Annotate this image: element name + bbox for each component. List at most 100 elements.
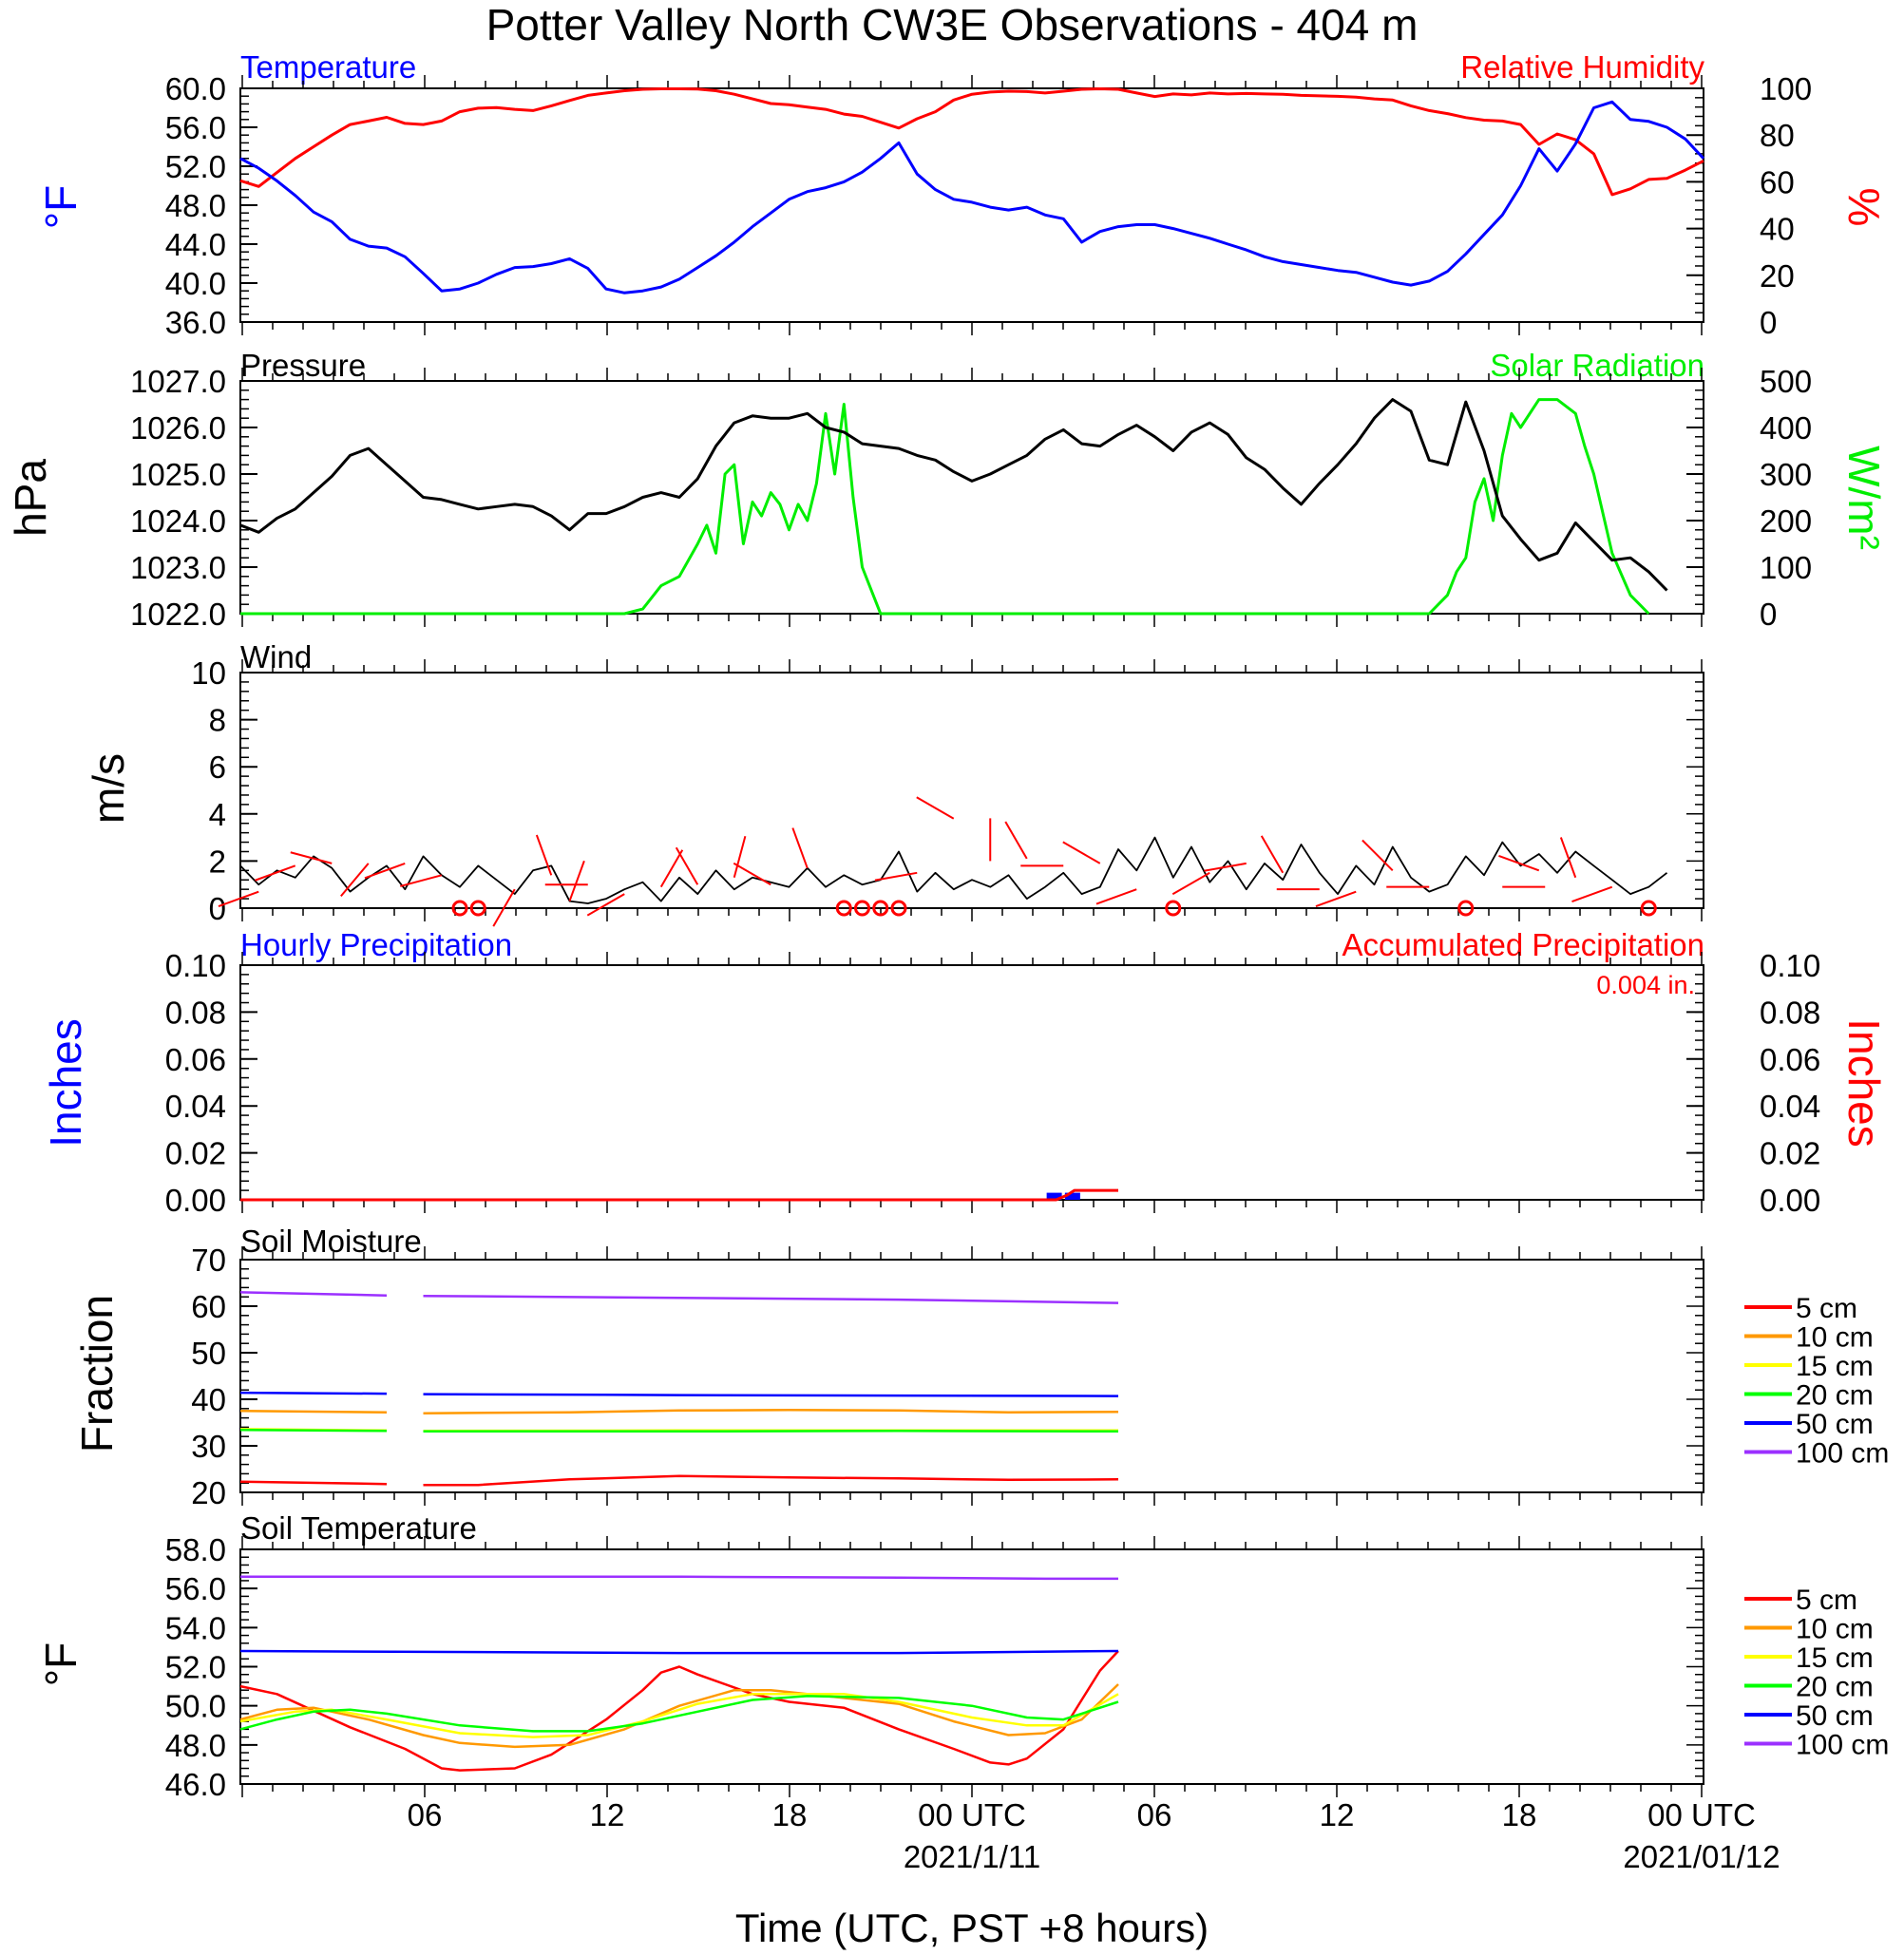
wind-barb: [1571, 885, 1613, 903]
wind-frame: [239, 672, 1704, 909]
soil-moisture-axis-label: Fraction: [72, 1295, 122, 1452]
soil_moisture-left-tick-label: 50: [191, 1336, 226, 1371]
pressure_solar-left-tick-label: 1025.0: [130, 457, 226, 492]
precipitation-frame: [239, 964, 1704, 1201]
x-tick-label: 18: [1502, 1797, 1537, 1832]
temp_rh-right-tick-label: 20: [1760, 258, 1795, 294]
soil_temp-left-tick-label: 46.0: [165, 1767, 226, 1802]
precip-left-tick-label: 0.08: [165, 995, 226, 1030]
wind-barb: [1171, 871, 1210, 896]
pressure_solar-right-tick-label: 500: [1760, 364, 1812, 399]
wind-left-tick-label: 6: [209, 750, 226, 785]
wind-barb: [255, 864, 296, 882]
temperature-line: [239, 100, 1705, 294]
wind-barb: [340, 863, 370, 897]
x-tick-label: 18: [772, 1797, 808, 1832]
pressure-axis-label: hPa: [6, 459, 55, 537]
precipitation-panel: Hourly Precipitation Accumulated Precipi…: [41, 927, 1889, 1201]
soil-temperature-line: [240, 1575, 1118, 1581]
precip-left-tick-label: 0.02: [165, 1136, 226, 1171]
soil_moisture-left-tick-label: 40: [191, 1382, 226, 1417]
soil-temperature-axis-label: °F: [36, 1642, 86, 1687]
wind-barb: [1260, 835, 1285, 874]
calm-wind-marker: [451, 900, 468, 917]
temp_rh-left-tick-label: 40.0: [165, 266, 226, 301]
pressure_solar-left-tick-label: 1027.0: [130, 364, 226, 399]
pressure-line: [239, 398, 1668, 592]
temp_rh-left-tick-label: 52.0: [165, 149, 226, 184]
solar-radiation-line: [240, 398, 1650, 616]
soil-temperature-panel: Soil Temperature °F: [36, 1510, 1704, 1785]
temp_rh-right-tick-label: 80: [1760, 118, 1795, 153]
wind-barb: [659, 849, 684, 888]
wind-barb: [733, 862, 771, 886]
x-tick-label: 06: [1137, 1797, 1172, 1832]
hourly-precip-axis-label: Inches: [41, 1018, 90, 1148]
temp_rh-left-tick-label: 60.0: [165, 71, 226, 106]
precip-left-tick-label: 0.00: [165, 1183, 226, 1218]
soil_temp-left-tick-label: 54.0: [165, 1610, 226, 1645]
wind-left-tick-label: 2: [209, 844, 226, 879]
wind-barb: [733, 836, 747, 879]
soil-temperature-line: [239, 1650, 1119, 1772]
soil-moisture-legend-label: 100 cm: [1796, 1438, 1889, 1470]
wind-barb: [1315, 890, 1357, 907]
precip-right-tick-label: 0.06: [1760, 1042, 1820, 1077]
wind-barb: [218, 890, 259, 907]
accum-precip-line: [240, 1188, 1118, 1202]
temp_rh-right-tick-label: 100: [1760, 71, 1812, 106]
soil-temperature-legend-label: 15 cm: [1796, 1642, 1874, 1674]
precip-right-tick-label: 0.08: [1760, 995, 1820, 1030]
soil_moisture-left-tick-label: 20: [191, 1475, 226, 1510]
temperature-humidity-frame: [239, 87, 1704, 323]
soil-moisture-line: [239, 1474, 1119, 1487]
axis-ticks: 60.056.052.048.044.040.036.0100806040200…: [130, 71, 1820, 1874]
soil-moisture-legend-label: 5 cm: [1796, 1293, 1857, 1324]
soil_temp-left-tick-label: 52.0: [165, 1650, 226, 1685]
precip-right-tick-label: 0.10: [1760, 948, 1820, 983]
calm-wind-marker: [1457, 900, 1475, 917]
soil_temp-left-tick-label: 48.0: [165, 1728, 226, 1763]
pressure_solar-right-tick-label: 100: [1760, 550, 1812, 585]
soil_temp-left-tick-label: 50.0: [165, 1689, 226, 1724]
calm-wind-marker: [469, 900, 486, 917]
wind-left-tick-label: 10: [191, 655, 226, 691]
wind-left-tick-label: 0: [209, 891, 226, 926]
soil_temp-left-tick-label: 56.0: [165, 1571, 226, 1606]
soil-temperature-line: [239, 1649, 1119, 1655]
wind-panel: Wind m/s: [84, 639, 1704, 909]
wind-barb: [1204, 862, 1247, 872]
soil-moisture-frame: [239, 1259, 1704, 1493]
soil-temperature-legend-label: 5 cm: [1796, 1585, 1857, 1616]
precip-right-tick-label: 0.04: [1760, 1089, 1820, 1124]
accum-precip-title: Accumulated Precipitation: [1342, 927, 1704, 962]
x-date-label: 2021/01/12: [1623, 1839, 1780, 1874]
temperature-humidity-panel: Temperature Relative Humidity °F %: [36, 49, 1889, 323]
hourly-precip-title: Hourly Precipitation: [240, 927, 512, 962]
wind-axis-label: m/s: [84, 753, 133, 824]
soil-moisture-line: [239, 1291, 1119, 1304]
soil-moisture-title: Soil Moisture: [240, 1224, 422, 1259]
temperature-axis-label: °F: [36, 185, 86, 230]
wind-barb: [1062, 841, 1101, 864]
x-axis-label: Time (UTC, PST +8 hours): [735, 1906, 1209, 1950]
humidity-line: [239, 87, 1704, 197]
chart-title: Potter Valley North CW3E Observations - …: [486, 0, 1418, 49]
x-tick-label: 12: [1320, 1797, 1355, 1832]
wind-barb: [1498, 854, 1540, 872]
soil-moisture-panel: Soil Moisture Fraction: [72, 1224, 1704, 1493]
wind-left-tick-label: 8: [209, 703, 226, 738]
precip-left-tick-label: 0.06: [165, 1042, 226, 1077]
precip-right-tick-label: 0.00: [1760, 1183, 1820, 1218]
precip-left-tick-label: 0.04: [165, 1089, 226, 1124]
soil_moisture-left-tick-label: 70: [191, 1243, 226, 1278]
soil-temperature-legend-label: 100 cm: [1796, 1730, 1889, 1761]
wind-barb: [492, 888, 516, 927]
humidity-title: Relative Humidity: [1460, 49, 1704, 85]
soil-moisture-line: [239, 1429, 1119, 1433]
x-tick-label: 06: [408, 1797, 443, 1832]
soil_temp-left-tick-label: 58.0: [165, 1532, 226, 1567]
wind-barb: [916, 796, 955, 820]
